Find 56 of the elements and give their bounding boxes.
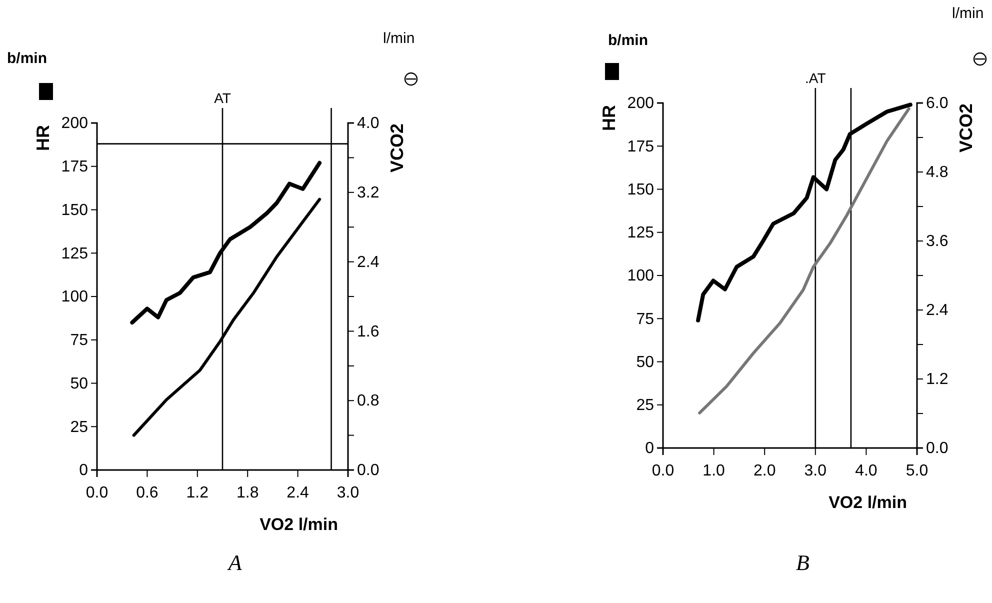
x-tick-label: 0.6: [136, 484, 158, 502]
y-tick-label: 125: [627, 224, 654, 242]
y-axis-title: HR: [599, 105, 619, 131]
ref-line-label: AT: [214, 90, 232, 106]
x-tick-label: 4.0: [855, 462, 878, 480]
x-tick-label: 2.0: [753, 462, 776, 480]
y2-tick-label: 6.0: [926, 95, 948, 112]
x-axis-title: VO2 l/min: [828, 493, 907, 512]
text: b/min: [608, 32, 648, 49]
line-series: [698, 107, 910, 414]
y2-tick-label: 1.6: [357, 323, 380, 340]
text: b/min: [7, 50, 47, 67]
x-tick-label: 0.0: [652, 462, 674, 480]
y-tick-label: 200: [61, 115, 88, 132]
y2-tick-label: 0.0: [926, 440, 948, 458]
y2-tick-label: 0.8: [357, 392, 380, 410]
text: A: [226, 550, 242, 575]
text: B: [796, 550, 810, 575]
y-tick-label: 200: [627, 95, 654, 112]
y2-tick-label: 2.4: [926, 302, 948, 320]
ref-line-label: .AT: [805, 70, 826, 86]
y-tick-label: 150: [627, 181, 654, 198]
x-tick-label: 1.2: [186, 484, 209, 502]
y-tick-label: 175: [61, 158, 88, 176]
y-tick-label: 50: [636, 354, 654, 371]
y2-tick-label: 3.6: [926, 233, 948, 250]
y-tick-label: 25: [636, 396, 654, 414]
y-tick-label: 175: [627, 138, 654, 156]
x-tick-label: 2.4: [286, 484, 310, 502]
y-tick-label: 100: [627, 268, 654, 285]
y-tick-label: 50: [70, 375, 88, 392]
y-tick-label: 0: [645, 440, 654, 458]
y-tick-label: 0: [79, 462, 88, 480]
x-tick-label: 0.0: [86, 484, 108, 502]
x-tick-label: 3.0: [336, 484, 360, 502]
text: l/min: [952, 5, 984, 22]
y-tick-label: 75: [70, 332, 88, 349]
y2-tick-label: 1.2: [926, 371, 948, 388]
y-tick-label: 100: [61, 288, 88, 306]
y-axis-title: HR: [33, 125, 53, 151]
y-tick-label: 25: [70, 418, 88, 436]
y-tick-label: 150: [61, 202, 88, 219]
x-tick-label: 1.0: [702, 462, 726, 480]
y2-tick-label: 4.8: [926, 164, 948, 182]
y-tick-label: 125: [61, 245, 88, 262]
x-tick-label: 1.8: [236, 484, 259, 502]
y2-tick-label: 2.4: [357, 254, 380, 271]
y2-tick-label: 3.2: [357, 184, 380, 202]
y-tick-label: 75: [636, 310, 654, 328]
text: l/min: [383, 30, 415, 47]
y2-tick-label: 4.0: [357, 115, 380, 132]
x-tick-label: 5.0: [906, 462, 928, 480]
y2-axis-title: VCO2: [387, 123, 407, 173]
y2-axis-title: VCO2: [956, 103, 976, 153]
x-tick-label: 3.0: [804, 462, 827, 480]
x-axis-title: VO2 l/min: [260, 515, 338, 534]
